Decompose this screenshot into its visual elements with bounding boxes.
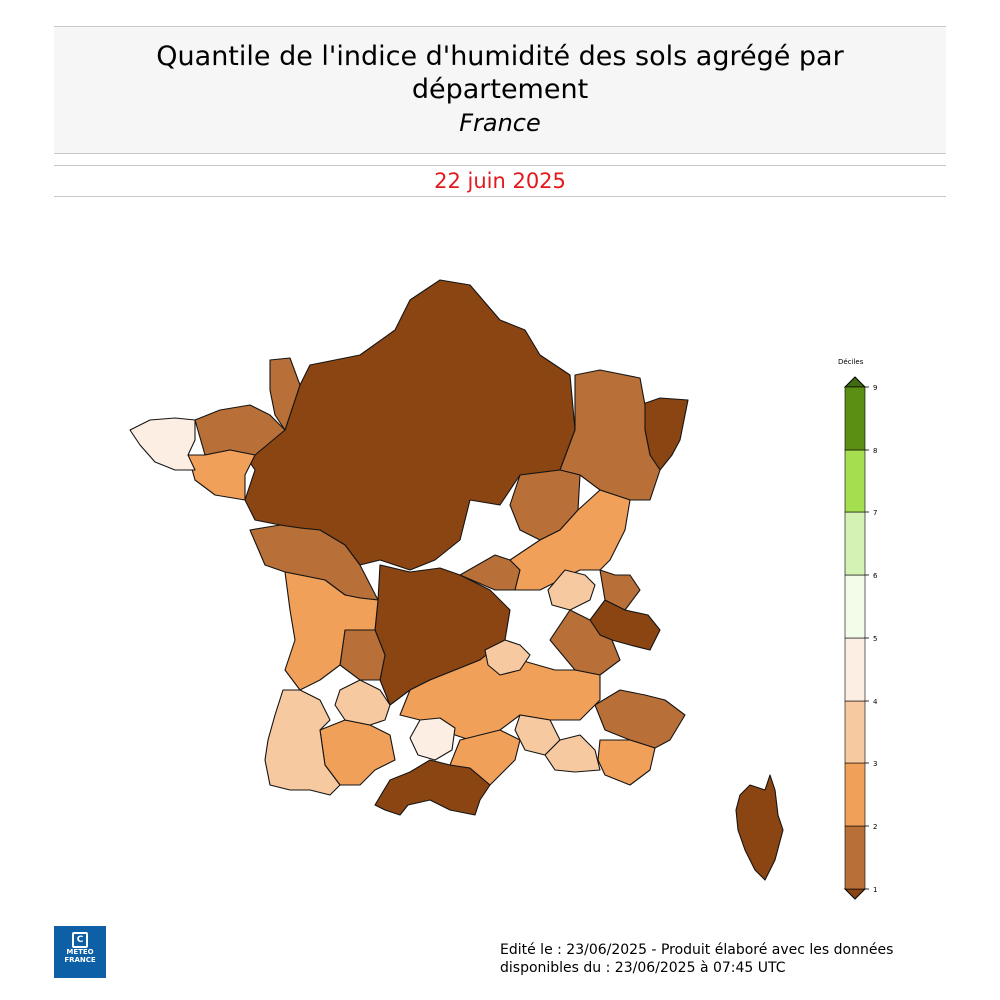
legend-tick-5: 5 xyxy=(873,635,877,643)
legend-tick-4: 4 xyxy=(873,698,878,706)
department xyxy=(129,417,196,471)
department xyxy=(339,629,386,681)
map-date: 22 juin 2025 xyxy=(434,169,566,193)
department xyxy=(244,279,576,571)
legend-colorbar: 1 2 3 4 5 6 7 8 9 xyxy=(843,376,878,900)
legend-class-5-6 xyxy=(844,574,866,639)
dept-group-decile-4-5 xyxy=(129,417,456,761)
footer-line-1: Edité le : 23/06/2025 - Produit élaboré … xyxy=(500,942,894,958)
department xyxy=(597,739,656,786)
logo-line-1: METEO xyxy=(66,948,94,956)
department xyxy=(409,717,456,761)
logo-line-2: FRANCE xyxy=(64,956,96,964)
legend-tick-7: 7 xyxy=(873,509,877,517)
department xyxy=(374,759,491,816)
legend-class-2-3 xyxy=(844,762,866,827)
legend-tick-2: 2 xyxy=(873,823,877,831)
legend-class-7-8 xyxy=(844,449,866,513)
department xyxy=(284,571,379,691)
department xyxy=(544,734,601,773)
department xyxy=(599,569,641,611)
meteo-france-logo: C METEO FRANCE xyxy=(54,926,106,978)
department xyxy=(735,774,784,881)
page-title: Quantile de l'indice d'humidité des sols… xyxy=(156,41,844,105)
legend-tick-1: 1 xyxy=(873,886,877,894)
legend-tick-9: 9 xyxy=(873,384,877,392)
dept-group-decile-1-2 xyxy=(194,357,686,749)
legend-class-1-2 xyxy=(844,825,866,890)
legend-tick-3: 3 xyxy=(873,760,877,768)
department xyxy=(484,639,531,676)
legend-class-6-7 xyxy=(844,511,866,576)
legend-class-3-4 xyxy=(844,700,866,764)
department xyxy=(269,357,301,431)
footer-line-2: disponibles du : 23/06/2025 à 07:45 UTC xyxy=(500,960,786,976)
legend-over-arrow xyxy=(843,376,867,388)
dept-group-dark xyxy=(244,279,784,881)
department xyxy=(334,679,391,726)
page-subtitle: France xyxy=(459,109,541,137)
dept-group-decile-3-4 xyxy=(264,569,601,796)
footer-note: Edité le : 23/06/2025 - Produit élaboré … xyxy=(500,941,970,977)
department xyxy=(547,569,596,611)
title-panel: Quantile de l'indice d'humidité des sols… xyxy=(54,26,946,154)
legend-tick-6: 6 xyxy=(873,572,878,580)
department xyxy=(509,489,631,591)
legend-class-4-5 xyxy=(844,637,866,702)
department xyxy=(594,689,686,749)
date-panel: 22 juin 2025 xyxy=(54,165,946,197)
legend-class-8-9 xyxy=(844,386,866,451)
department xyxy=(449,729,521,786)
legend-tick-8: 8 xyxy=(873,447,877,455)
legend-under-arrow xyxy=(843,888,867,900)
department xyxy=(187,449,256,501)
department xyxy=(264,689,341,796)
dept-group-decile-2-3 xyxy=(187,449,656,786)
legend-title: Déciles xyxy=(838,358,864,366)
meteo-france-logo-icon: C xyxy=(72,932,88,948)
